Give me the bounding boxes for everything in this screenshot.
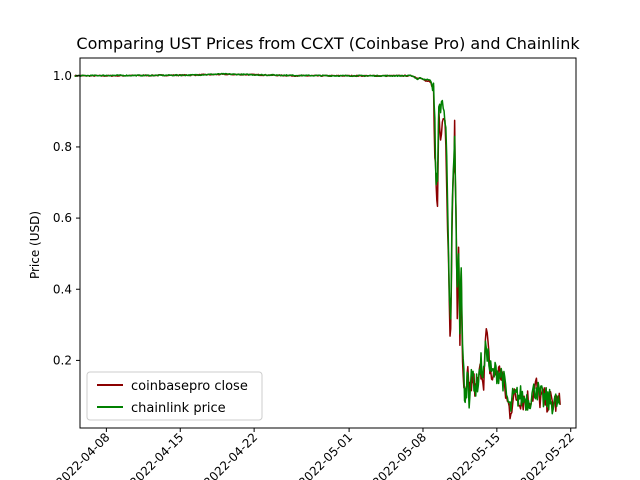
chart-title: Comparing UST Prices from CCXT (Coinbase… [76, 34, 580, 53]
y-tick-label: 0.4 [53, 282, 72, 296]
y-tick-label: 1.0 [53, 69, 72, 83]
y-tick-label: 0.2 [53, 353, 72, 367]
plot-area-frame [79, 57, 577, 429]
y-axis-label: Price (USD) [28, 211, 42, 279]
series-line-chainlink [74, 72, 561, 415]
legend-box [86, 371, 263, 421]
y-tick-label: 0.8 [53, 140, 72, 154]
legend-label-chainlink: chainlink price [131, 401, 226, 416]
series-layer [74, 72, 561, 420]
y-axis-ticks: 0.2 0.4 0.6 0.8 1.0 [53, 69, 80, 367]
legend-label-coinbasepro: coinbasepro close [131, 379, 248, 394]
legend: coinbasepro close chainlink price [86, 371, 263, 421]
y-tick-label: 0.6 [53, 211, 72, 225]
